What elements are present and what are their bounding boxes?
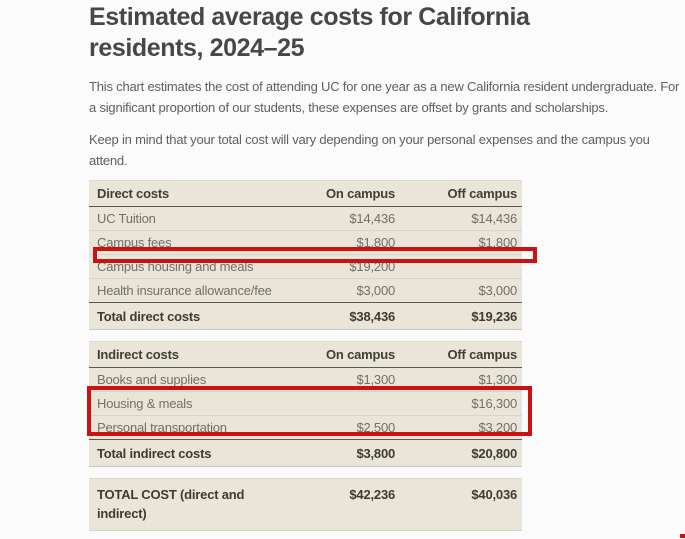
column-header-off-campus: Off campus xyxy=(400,180,522,207)
direct-costs-header-row: Direct costs On campus Off campus xyxy=(89,180,522,207)
red-marker-dot xyxy=(680,534,685,538)
off-campus-total: $19,236 xyxy=(400,302,522,330)
row-label: Campus fees xyxy=(89,230,304,255)
row-label: UC Tuition xyxy=(89,206,304,231)
grand-total-label: TOTAL COST (direct and indirect) xyxy=(89,478,304,531)
grand-total-on-campus: $42,236 xyxy=(304,478,400,531)
on-campus-value: $14,436 xyxy=(304,206,400,231)
table-row-campus-fees: Campus fees $1,800 $1,800 xyxy=(89,230,522,255)
table-row-campus-housing-meals: Campus housing and meals $19,200 xyxy=(89,254,522,279)
on-campus-value: $1,300 xyxy=(304,367,400,392)
column-header-on-campus: On campus xyxy=(304,180,400,207)
on-campus-value: $3,000 xyxy=(356,283,395,298)
grand-total-off-campus: $40,036 xyxy=(400,478,522,531)
total-cost-table: TOTAL COST (direct and indirect) $42,236… xyxy=(89,478,522,531)
total-row-label: Total direct costs xyxy=(89,302,304,330)
off-campus-total: $20,800 xyxy=(400,439,522,467)
total-direct-costs-row: Total direct costs $38,436 $19,236 xyxy=(89,302,522,330)
table-row-housing-meals: Housing & meals $16,300 xyxy=(89,391,522,416)
on-campus-value: $1,800 xyxy=(304,230,400,255)
total-indirect-costs-row: Total indirect costs $3,800 $20,800 xyxy=(89,439,522,467)
page-title: Estimated average costs for California r… xyxy=(89,3,530,62)
column-header-on-campus: On campus xyxy=(304,341,400,368)
direct-costs-table: Direct costs On campus Off campus UC Tui… xyxy=(89,180,522,330)
indirect-costs-section-label: Indirect costs xyxy=(89,341,304,368)
row-label: Campus housing and meals xyxy=(89,254,304,279)
indirect-costs-header-row: Indirect costs On campus Off campus xyxy=(89,341,522,368)
note-paragraph: Keep in mind that your total cost will v… xyxy=(89,132,650,168)
off-campus-value: $14,436 xyxy=(400,206,522,231)
on-campus-total: $38,436 xyxy=(304,302,400,330)
off-campus-value: $3,200 xyxy=(478,420,517,435)
off-campus-value: $16,300 xyxy=(400,391,522,416)
table-row-uc-tuition: UC Tuition $14,436 $14,436 xyxy=(89,206,522,231)
indirect-costs-table: Indirect costs On campus Off campus Book… xyxy=(89,341,522,467)
table-row-personal-transportation: Personal transportation $2,500 $3,200 xyxy=(89,416,522,440)
total-row-label: Total indirect costs xyxy=(89,439,304,467)
on-campus-value: $19,200 xyxy=(304,254,400,279)
on-campus-value: $2,500 xyxy=(356,420,395,435)
on-campus-total: $3,800 xyxy=(304,439,400,467)
row-label: Personal transportation xyxy=(97,420,227,435)
on-campus-value xyxy=(304,391,400,416)
row-label: Health insurance allowance/fee xyxy=(97,283,272,298)
direct-costs-section-label: Direct costs xyxy=(89,180,304,207)
intro-paragraph: This chart estimates the cost of attendi… xyxy=(89,79,680,115)
column-header-off-campus: Off campus xyxy=(400,341,522,368)
table-row-books-supplies: Books and supplies $1,300 $1,300 xyxy=(89,367,522,392)
off-campus-value xyxy=(400,254,522,279)
grand-total-row: TOTAL COST (direct and indirect) $42,236… xyxy=(89,478,522,531)
off-campus-value: $1,800 xyxy=(400,230,522,255)
off-campus-value: $3,000 xyxy=(478,283,517,298)
off-campus-value: $1,300 xyxy=(400,367,522,392)
row-label: Books and supplies xyxy=(89,367,304,392)
table-row-health-insurance: Health insurance allowance/fee $3,000 $3… xyxy=(89,279,522,303)
row-label: Housing & meals xyxy=(89,391,304,416)
